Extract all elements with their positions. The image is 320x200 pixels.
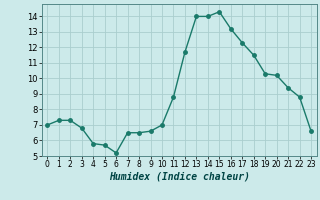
- X-axis label: Humidex (Indice chaleur): Humidex (Indice chaleur): [109, 172, 250, 182]
